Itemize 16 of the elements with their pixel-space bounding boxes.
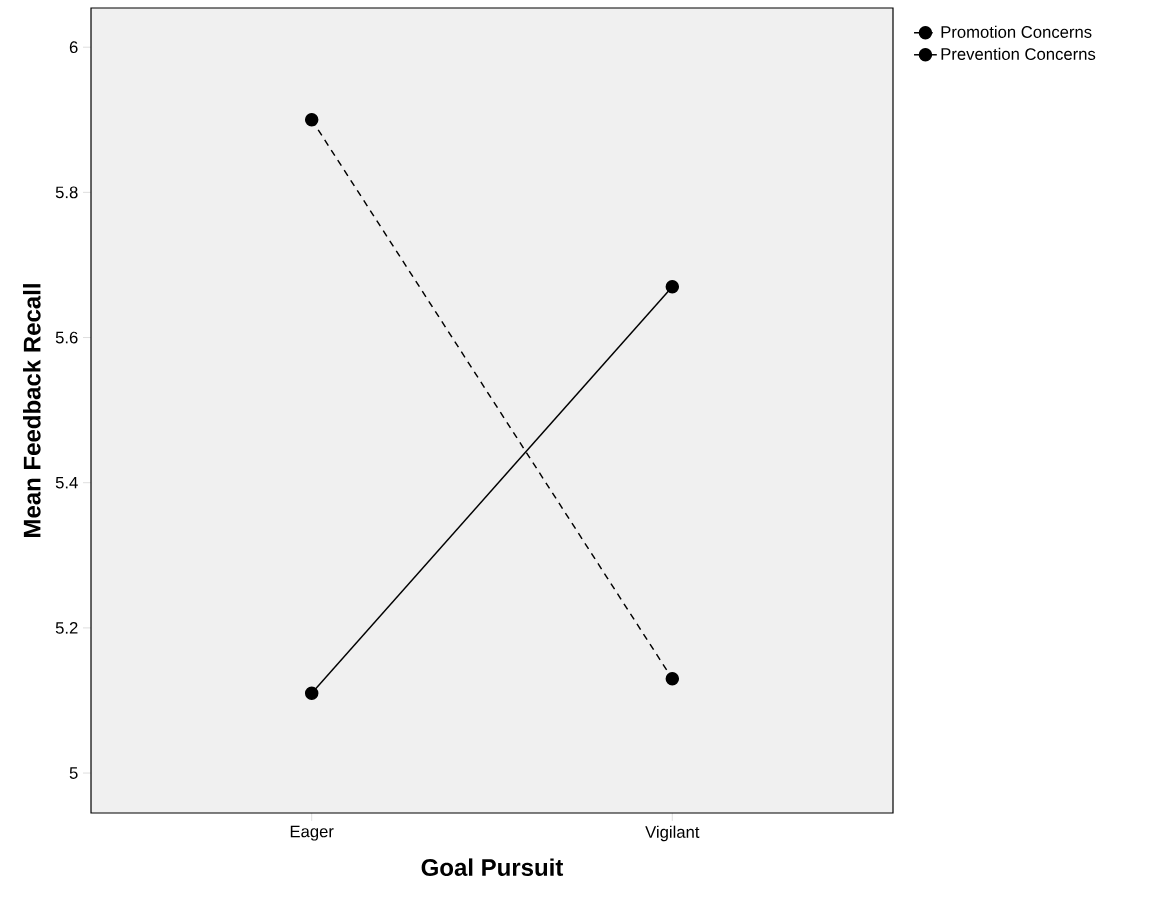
point [665,671,680,686]
point [665,279,680,294]
point [304,686,319,700]
legend-label: Promotion Concerns [941,25,1092,38]
x-tick-label: Eager [290,825,334,841]
y-tick-label: 6 [69,41,78,54]
x-tick-label: Vigilant [645,825,700,842]
legend-label: Prevention Concerns [941,47,1096,60]
y-tick-label: 5 [69,767,78,779]
point [304,113,319,127]
y-axis-title: Mean Feedback Recall [23,284,41,537]
y-tick-label: 5.8 [55,186,78,199]
y-tick-label: 5.6 [55,331,78,344]
x-axis-title: Goal Pursuit [421,858,564,877]
y-tick-label: 5.4 [55,476,78,489]
y-tick-label: 5.2 [55,622,78,634]
